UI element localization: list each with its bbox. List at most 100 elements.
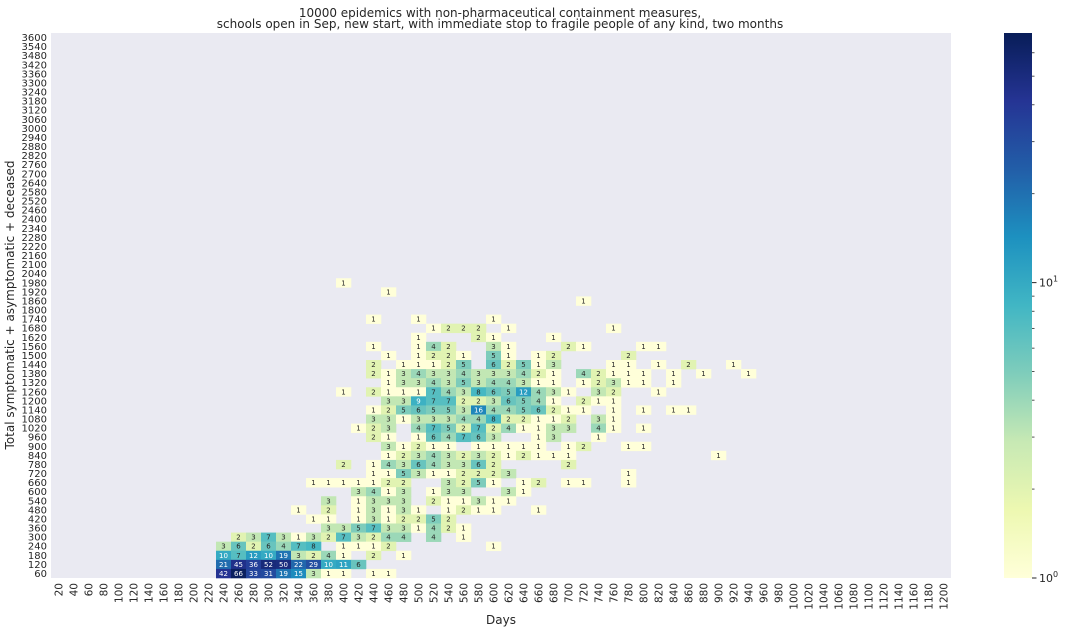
heatmap-cell <box>486 314 502 324</box>
cell-value-label: 1 <box>491 506 495 514</box>
heatmap-cell <box>381 423 397 433</box>
heatmap-cell <box>531 387 547 397</box>
heatmap-cell <box>531 432 547 443</box>
cell-value-label: 1 <box>491 479 495 487</box>
cell-value-label: 2 <box>476 334 480 342</box>
heatmap-cell <box>486 414 502 424</box>
heatmap-cell <box>546 360 562 370</box>
x-tick-label: 1060 <box>834 583 846 610</box>
cell-value-label: 1 <box>581 297 585 305</box>
heatmap-cell <box>456 405 472 415</box>
cell-value-label: 3 <box>386 497 390 505</box>
x-tick-label: 340 <box>294 583 306 603</box>
heatmap-cell <box>441 378 457 388</box>
heatmap-cell <box>441 350 457 361</box>
cell-value-label: 2 <box>236 534 240 542</box>
cell-value-label: 1 <box>536 434 540 442</box>
cell-value-label: 2 <box>446 361 450 369</box>
x-tick-label: 660 <box>534 583 546 603</box>
heatmap-cell <box>651 360 667 370</box>
cell-value-label: 1 <box>386 515 390 523</box>
heatmap-cell <box>501 487 517 497</box>
heatmap-cell <box>501 496 517 506</box>
cell-value-label: 5 <box>506 388 510 396</box>
cell-value-label: 6 <box>416 461 421 469</box>
heatmap-cell <box>471 405 487 415</box>
cell-value-label: 4 <box>506 379 511 387</box>
heatmap-cell <box>681 405 697 415</box>
cell-value-label: 4 <box>431 343 436 351</box>
heatmap-cell <box>471 369 487 379</box>
chart-title-line2: schools open in Sep, new start, with imm… <box>216 17 784 31</box>
heatmap-cell <box>306 478 322 488</box>
y-tick-label: 3120 <box>22 106 47 117</box>
cell-value-label: 1 <box>446 443 450 451</box>
heatmap-cell <box>621 478 637 488</box>
heatmap-cell <box>426 341 442 352</box>
heatmap-cell <box>366 514 382 524</box>
cell-value-label: 1 <box>521 443 525 451</box>
cell-value-label: 1 <box>431 325 435 333</box>
cell-value-label: 6 <box>266 543 271 551</box>
heatmap-cell <box>546 423 562 433</box>
cell-value-label: 1 <box>386 388 390 396</box>
heatmap-cell <box>486 423 502 433</box>
cell-value-label: 6 <box>236 543 241 551</box>
cell-value-label: 1 <box>626 443 630 451</box>
cell-value-label: 3 <box>326 525 330 533</box>
cell-value-label: 1 <box>431 488 435 496</box>
heatmap-cell <box>441 414 457 424</box>
heatmap-cell <box>276 541 292 552</box>
cell-value-label: 5 <box>431 406 435 414</box>
cell-value-label: 2 <box>461 452 465 460</box>
cell-value-label: 1 <box>341 279 345 287</box>
heatmap-cell <box>246 532 262 542</box>
cell-value-label: 1 <box>371 343 375 351</box>
heatmap-cell <box>471 423 487 433</box>
cell-value-label: 3 <box>491 434 495 442</box>
cell-value-label: 10 <box>219 552 228 560</box>
heatmap-cell <box>396 487 412 497</box>
cell-value-label: 1 <box>536 352 540 360</box>
cell-value-label: 3 <box>296 552 300 560</box>
cell-value-label: 3 <box>401 497 405 505</box>
heatmap-cell <box>411 332 427 343</box>
cell-value-label: 4 <box>401 534 406 542</box>
cell-value-label: 16 <box>474 406 483 414</box>
cell-value-label: 4 <box>281 543 286 551</box>
colorbar-tick-label: 101 <box>1039 275 1058 290</box>
heatmap-cell <box>321 559 337 570</box>
cell-value-label: 8 <box>491 416 495 424</box>
heatmap-cell <box>411 441 427 452</box>
cell-value-label: 3 <box>341 525 345 533</box>
heatmap-cell <box>366 423 382 433</box>
heatmap-cell <box>366 314 382 324</box>
cell-value-label: 2 <box>506 416 510 424</box>
heatmap-cell <box>396 414 412 424</box>
heatmap-cell <box>516 414 532 424</box>
cell-value-label: 7 <box>296 543 300 551</box>
heatmap-cell <box>546 350 562 361</box>
heatmap-cell <box>456 396 472 406</box>
cell-value-label: 1 <box>371 479 375 487</box>
heatmap-cell <box>426 414 442 424</box>
cell-value-label: 2 <box>536 370 540 378</box>
cell-value-label: 2 <box>461 506 465 514</box>
heatmap-cell <box>516 478 532 488</box>
heatmap-cell <box>516 387 532 397</box>
y-tick-label: 2220 <box>22 242 47 253</box>
heatmap-cell <box>456 387 472 397</box>
heatmap-cell <box>231 532 247 542</box>
heatmap-cell <box>486 459 502 470</box>
heatmap-cell <box>381 496 397 506</box>
heatmap-cell <box>426 378 442 388</box>
y-tick-label: 2700 <box>22 169 47 180</box>
cell-value-label: 1 <box>311 515 315 523</box>
heatmap-cell <box>321 514 337 524</box>
cell-value-label: 1 <box>356 497 360 505</box>
x-tick-label: 720 <box>579 583 591 603</box>
cell-value-label: 4 <box>596 425 601 433</box>
cell-value-label: 1 <box>551 334 555 342</box>
cell-value-label: 3 <box>551 361 555 369</box>
